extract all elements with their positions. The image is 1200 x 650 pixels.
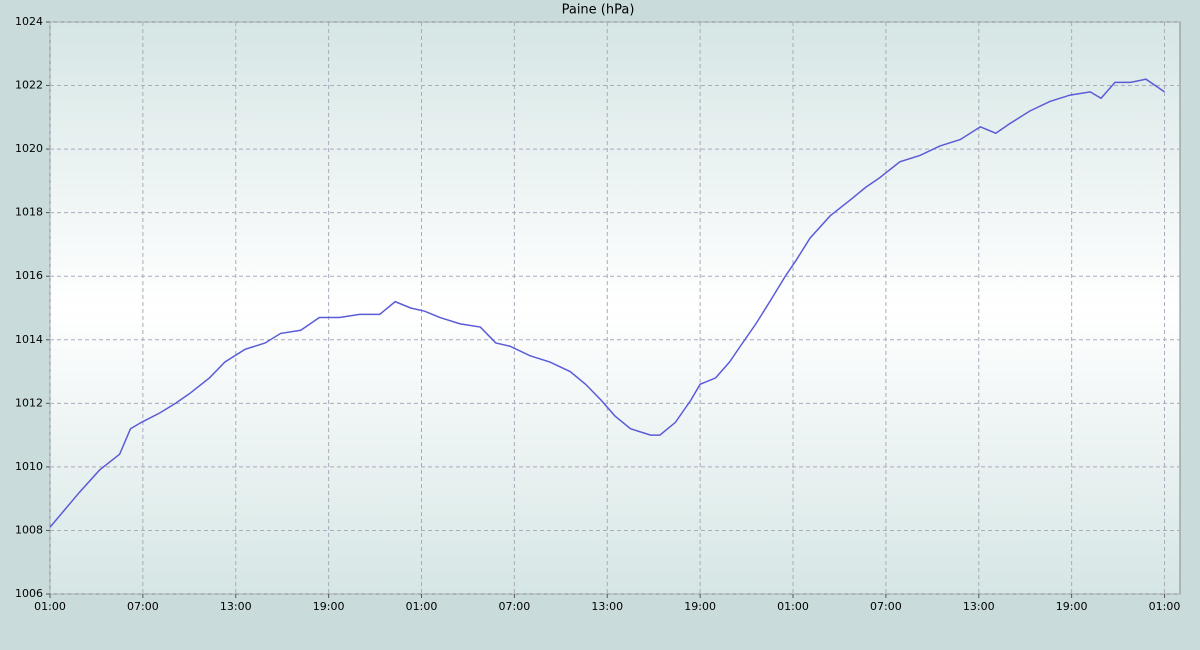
x-tick-label: 07:00	[127, 600, 159, 613]
y-tick-label: 1014	[15, 333, 43, 346]
y-tick-label: 1024	[15, 15, 43, 28]
x-tick-label: 13:00	[220, 600, 252, 613]
x-tick-label: 01:00	[777, 600, 809, 613]
y-tick-label: 1016	[15, 269, 43, 282]
x-tick-label: 19:00	[313, 600, 345, 613]
y-tick-label: 1020	[15, 142, 43, 155]
x-tick-label: 01:00	[34, 600, 66, 613]
plot-area	[49, 21, 1181, 595]
data-line	[49, 78, 1165, 528]
y-tick-label: 1018	[15, 206, 43, 219]
chart-title: Paine (hPa)	[562, 3, 635, 18]
y-tick-label: 1008	[15, 523, 43, 536]
x-tick-label: 01:00	[406, 600, 438, 613]
y-tick-label: 1010	[15, 460, 43, 473]
y-tick-label: 1012	[15, 396, 43, 409]
x-tick-label: 13:00	[591, 600, 623, 613]
x-tick-label: 01:00	[1149, 600, 1181, 613]
x-tick-label: 19:00	[1056, 600, 1088, 613]
y-tick-label: 1006	[15, 587, 43, 600]
x-tick-label: 19:00	[684, 600, 716, 613]
x-tick-label: 07:00	[499, 600, 531, 613]
x-tick-label: 07:00	[870, 600, 902, 613]
x-tick-label: 13:00	[963, 600, 995, 613]
y-tick-label: 1022	[15, 79, 43, 92]
